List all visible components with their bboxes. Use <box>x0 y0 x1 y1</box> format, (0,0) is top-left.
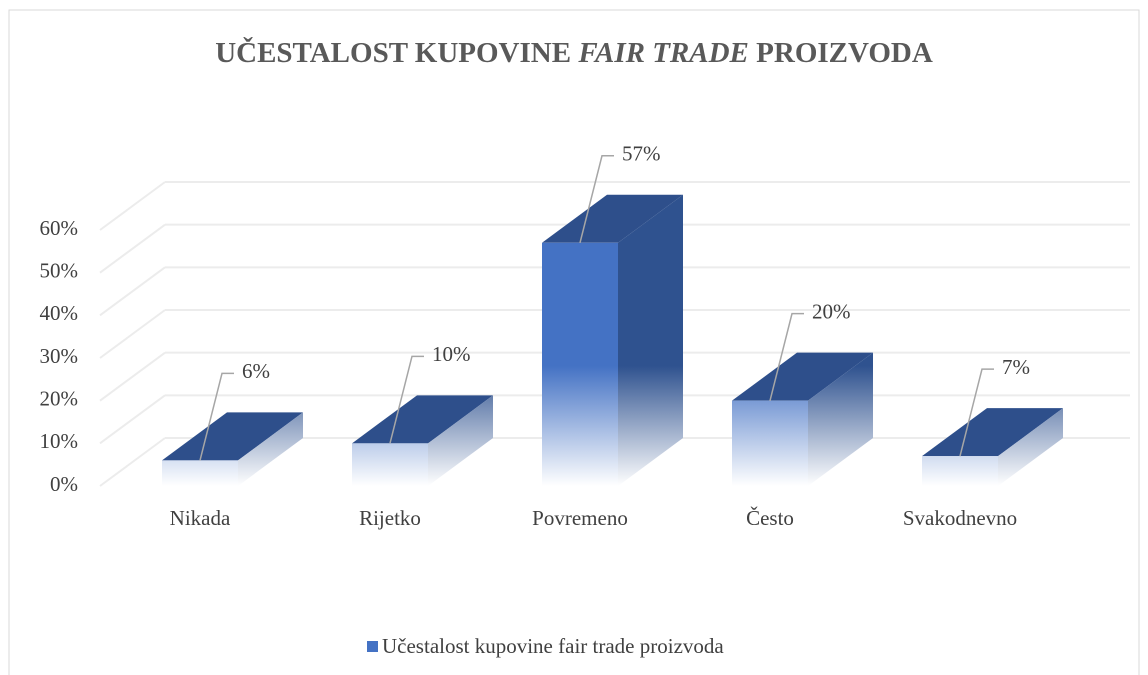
bar <box>542 242 618 486</box>
bar-top <box>162 412 303 461</box>
grid-line <box>99 351 166 402</box>
x-tick-label: Rijetko <box>359 506 421 530</box>
bar-side <box>998 408 1063 486</box>
grid-line <box>99 437 166 487</box>
bar-top <box>732 352 873 401</box>
grid-line <box>99 309 166 359</box>
label-leader <box>389 355 424 444</box>
label-leader <box>769 312 804 401</box>
data-label: 20% <box>812 299 851 323</box>
bar-top <box>922 408 1063 457</box>
x-tick-label: Često <box>746 506 794 530</box>
data-label: 7% <box>1002 355 1030 379</box>
title-part: FAIR TRADE <box>577 37 749 69</box>
bar-side <box>618 194 683 487</box>
y-tick-label: 60% <box>40 216 79 240</box>
data-label: 10% <box>432 342 471 366</box>
legend-swatch <box>367 641 378 652</box>
bar <box>922 456 998 486</box>
bar-side <box>428 395 493 486</box>
label-leader <box>199 372 234 461</box>
grid-line <box>99 266 166 317</box>
y-tick-label: 20% <box>40 386 79 410</box>
grid-line <box>99 394 166 445</box>
bar-side <box>808 352 873 486</box>
x-tick-label: Svakodnevno <box>903 506 1017 530</box>
title-part: PROIZVODA <box>749 37 933 69</box>
label-leader <box>959 368 994 457</box>
bar-side <box>238 412 303 486</box>
grid-line <box>99 223 166 274</box>
data-label: 57% <box>622 142 661 166</box>
bar-top <box>542 194 683 243</box>
label-leader <box>579 155 614 243</box>
grid-line <box>99 181 166 231</box>
y-tick-label: 30% <box>40 344 79 368</box>
bar <box>732 400 808 486</box>
y-tick-label: 0% <box>50 472 78 496</box>
legend-label: Učestalost kupovine fair trade proizvoda <box>382 634 724 658</box>
x-tick-label: Povremeno <box>532 506 628 530</box>
data-label: 6% <box>242 359 270 383</box>
y-tick-label: 10% <box>40 429 79 453</box>
bar <box>162 460 238 486</box>
chart-title: UČESTALOST KUPOVINE FAIR TRADE PROIZVODA <box>215 36 933 69</box>
bar <box>352 443 428 486</box>
title-part: UČESTALOST KUPOVINE <box>215 36 578 69</box>
bar-top <box>352 395 493 444</box>
x-tick-label: Nikada <box>170 506 231 530</box>
y-tick-label: 40% <box>40 301 79 325</box>
y-tick-label: 50% <box>40 258 79 282</box>
